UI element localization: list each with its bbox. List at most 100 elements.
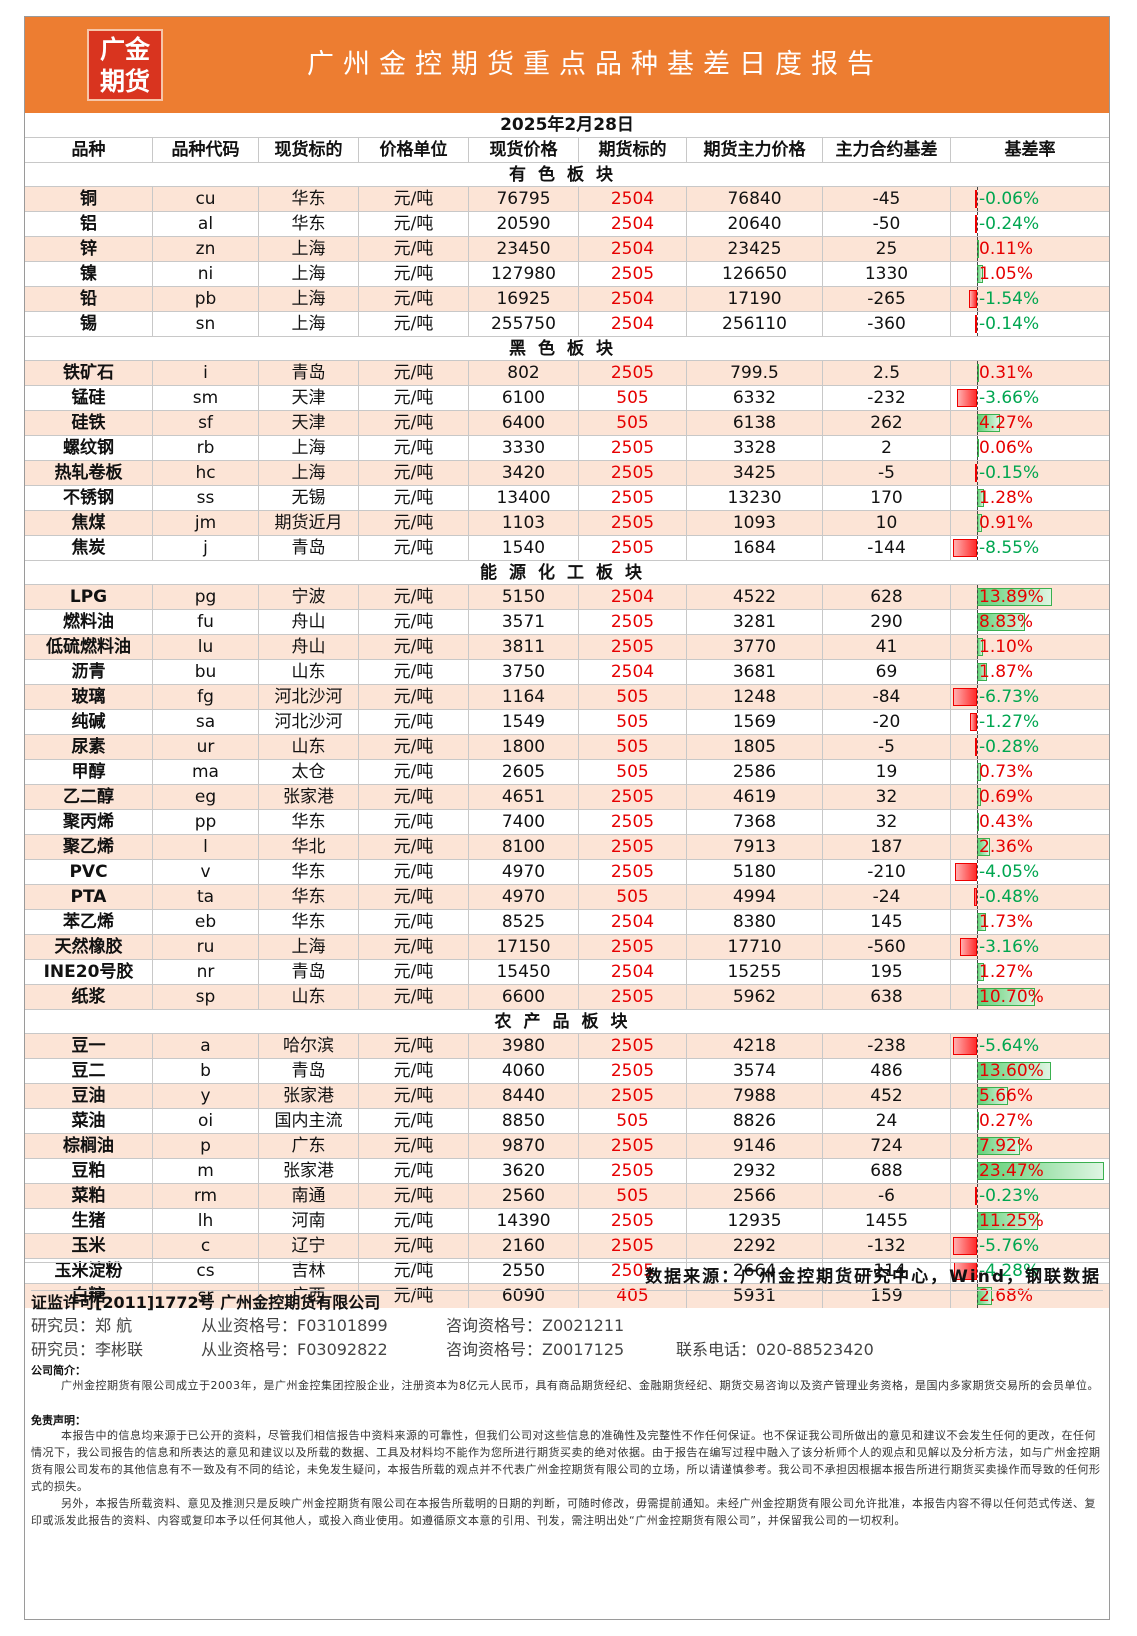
- cell-futures-price: 20640: [687, 212, 823, 236]
- staff-name: 研究员：李彬联: [31, 1340, 144, 1359]
- cell-code: b: [153, 1059, 259, 1083]
- cell-unit: 元/吨: [359, 1284, 469, 1308]
- cell-spot-ref: 河北沙河: [259, 710, 359, 734]
- table-header-row: 品种 品种代码 现货标的 价格单位 现货价格 期货标的 期货主力价格 主力合约基…: [25, 137, 1109, 162]
- cell-futures-price: 17710: [687, 935, 823, 959]
- table-row: 锌 zn 上海 元/吨 23450 2504 23425 25 0.11%: [25, 236, 1109, 261]
- cell-basis: 69: [823, 660, 951, 684]
- cell-basis: -265: [823, 287, 951, 311]
- basis-rate-axis: [977, 312, 978, 336]
- cell-spot-ref: 天津: [259, 386, 359, 410]
- basis-rate-axis: [977, 1259, 978, 1283]
- cell-unit: 元/吨: [359, 785, 469, 809]
- table-row: 焦煤 jm 期货近月 元/吨 1103 2505 1093 10 0.91%: [25, 510, 1109, 535]
- cell-spot-price: 8100: [469, 835, 579, 859]
- basis-rate-value: 13.89%: [979, 587, 1044, 607]
- cell-code: pg: [153, 585, 259, 609]
- cell-basis: 32: [823, 810, 951, 834]
- table-row: 不锈钢 ss 无锡 元/吨 13400 2505 13230 170 1.28%: [25, 485, 1109, 510]
- cell-basis-rate: -0.48%: [951, 885, 1109, 909]
- cell-basis: 25: [823, 237, 951, 261]
- cell-basis-rate: -4.05%: [951, 860, 1109, 884]
- cell-variety: 燃料油: [25, 610, 153, 634]
- table-row: 低硫燃料油 lu 舟山 元/吨 3811 2505 3770 41 1.10%: [25, 634, 1109, 659]
- basis-rate-bar: [974, 888, 977, 906]
- staff-consult: 咨询资格号：Z0017125: [446, 1340, 625, 1359]
- basis-rate-axis: [977, 486, 978, 510]
- section-header: 黑色板块: [25, 336, 1109, 360]
- cell-basis-rate: 2.68%: [951, 1284, 1109, 1308]
- cell-futures-price: 76840: [687, 187, 823, 211]
- cell-variety: 焦炭: [25, 536, 153, 560]
- cell-spot-price: 76795: [469, 187, 579, 211]
- cell-futures-ref: 2504: [579, 187, 687, 211]
- basis-rate-bar: [975, 738, 977, 756]
- cell-spot-ref: 山东: [259, 985, 359, 1009]
- table-row: 沥青 bu 山东 元/吨 3750 2504 3681 69 1.87%: [25, 659, 1109, 684]
- cell-spot-ref: 华东: [259, 212, 359, 236]
- basis-rate-value: -0.24%: [979, 214, 1040, 234]
- cell-code: sr: [153, 1284, 259, 1308]
- cell-spot-ref: 华东: [259, 187, 359, 211]
- cell-unit: 元/吨: [359, 860, 469, 884]
- cell-code: sp: [153, 985, 259, 1009]
- cell-futures-price: 799.5: [687, 361, 823, 385]
- cell-basis-rate: 7.92%: [951, 1134, 1109, 1158]
- cell-variety: 硅铁: [25, 411, 153, 435]
- cell-code: ma: [153, 760, 259, 784]
- cell-spot-ref: 上海: [259, 312, 359, 336]
- cell-spot-price: 3571: [469, 610, 579, 634]
- cell-code: zn: [153, 237, 259, 261]
- cell-variety: 生猪: [25, 1209, 153, 1233]
- cell-code: j: [153, 536, 259, 560]
- cell-basis: 688: [823, 1159, 951, 1183]
- basis-rate-value: -4.28%: [979, 1261, 1040, 1281]
- cell-futures-ref: 2504: [579, 287, 687, 311]
- cell-spot-price: 255750: [469, 312, 579, 336]
- basis-rate-value: 0.91%: [979, 513, 1034, 533]
- cell-spot-ref: 华东: [259, 860, 359, 884]
- cell-spot-ref: 华东: [259, 810, 359, 834]
- basis-rate-value: 4.27%: [979, 413, 1034, 433]
- cell-basis-rate: 1.28%: [951, 486, 1109, 510]
- cell-spot-price: 1103: [469, 511, 579, 535]
- cell-variety: 低硫燃料油: [25, 635, 153, 659]
- cell-futures-price: 1684: [687, 536, 823, 560]
- basis-rate-value: -8.55%: [979, 538, 1040, 558]
- basis-rate-bar: [953, 1037, 977, 1055]
- table-row: 硅铁 sf 天津 元/吨 6400 505 6138 262 4.27%: [25, 410, 1109, 435]
- cell-code: y: [153, 1084, 259, 1108]
- cell-basis-rate: 0.69%: [951, 785, 1109, 809]
- cell-variety: 聚丙烯: [25, 810, 153, 834]
- basis-rate-bar: [975, 1187, 977, 1205]
- cell-spot-ref: 舟山: [259, 635, 359, 659]
- cell-variety: 乙二醇: [25, 785, 153, 809]
- table-row: INE20号胶 nr 青岛 元/吨 15450 2504 15255 195 1.27%: [25, 959, 1109, 984]
- cell-futures-price: 15255: [687, 960, 823, 984]
- section-header: 能源化工板块: [25, 560, 1109, 584]
- cell-spot-price: 15450: [469, 960, 579, 984]
- cell-spot-ref: 张家港: [259, 785, 359, 809]
- basis-rate-bar: [959, 938, 977, 956]
- disclaimer-paragraph-2: 另外，本报告所载资料、意见及推测只是反映广州金控期货有限公司在本报告所载明的日期…: [31, 1497, 1096, 1527]
- table-row: 菜粕 rm 南通 元/吨 2560 505 2566 -6 -0.23%: [25, 1183, 1109, 1208]
- cell-futures-ref: 2505: [579, 511, 687, 535]
- cell-spot-ref: 期货近月: [259, 511, 359, 535]
- cell-variety: 玉米淀粉: [25, 1259, 153, 1283]
- cell-basis-rate: 0.43%: [951, 810, 1109, 834]
- basis-rate-bar: [953, 1237, 977, 1255]
- cell-futures-ref: 2505: [579, 536, 687, 560]
- table-row: 棕榈油 p 广东 元/吨 9870 2505 9146 724 7.92%: [25, 1133, 1109, 1158]
- cell-code: rm: [153, 1184, 259, 1208]
- cell-futures-ref: 2504: [579, 237, 687, 261]
- cell-basis-rate: -1.54%: [951, 287, 1109, 311]
- cell-futures-ref: 2505: [579, 1034, 687, 1058]
- cell-futures-ref: 2504: [579, 960, 687, 984]
- cell-basis: 159: [823, 1284, 951, 1308]
- basis-rate-value: 1.10%: [979, 637, 1034, 657]
- cell-spot-price: 1549: [469, 710, 579, 734]
- basis-rate-value: -5.64%: [979, 1036, 1040, 1056]
- col-header-unit: 价格单位: [359, 138, 469, 162]
- cell-basis: -5: [823, 461, 951, 485]
- table-row: 铝 al 华东 元/吨 20590 2504 20640 -50 -0.24%: [25, 211, 1109, 236]
